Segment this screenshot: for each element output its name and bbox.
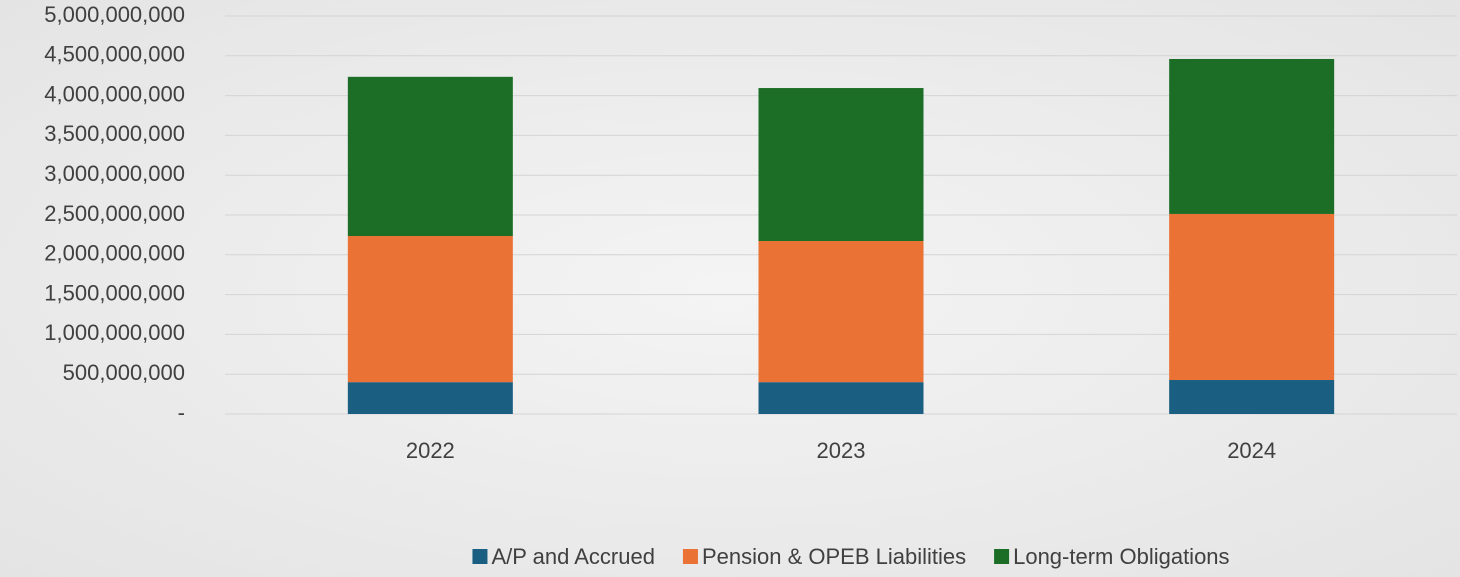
bar-segment — [1169, 58, 1335, 214]
y-tick-label: 4,000,000,000 — [44, 81, 185, 106]
bar-segment — [347, 382, 513, 414]
y-tick-label: 2,500,000,000 — [44, 201, 185, 226]
bar-segment — [347, 236, 513, 383]
y-tick-label: 1,000,000,000 — [44, 320, 185, 345]
legend-label: Pension & OPEB Liabilities — [702, 544, 966, 569]
bar-segment — [758, 241, 924, 383]
legend-swatch — [682, 549, 698, 564]
legend-swatch — [472, 549, 488, 564]
bar-segment — [758, 382, 924, 414]
bar-segment — [1169, 213, 1335, 381]
bar-segment — [1169, 380, 1335, 414]
legend-label: A/P and Accrued — [491, 544, 655, 569]
y-tick-label: 2,000,000,000 — [44, 241, 185, 266]
x-tick-label: 2024 — [1227, 438, 1276, 463]
x-tick-label: 2023 — [817, 438, 866, 463]
y-tick-label: 5,000,000,000 — [44, 2, 185, 27]
y-tick-label: 1,500,000,000 — [44, 280, 185, 305]
y-tick-label: 3,000,000,000 — [44, 161, 185, 186]
y-tick-label: 4,500,000,000 — [44, 42, 185, 67]
y-tick-label: 3,500,000,000 — [44, 121, 185, 146]
bar-segment — [758, 88, 924, 242]
y-tick-label: 500,000,000 — [63, 360, 185, 385]
legend-label: Long-term Obligations — [1013, 544, 1229, 569]
y-tick-label: - — [178, 400, 185, 425]
legend-swatch — [994, 549, 1010, 564]
bar-segment — [347, 76, 513, 237]
x-tick-label: 2022 — [406, 438, 455, 463]
